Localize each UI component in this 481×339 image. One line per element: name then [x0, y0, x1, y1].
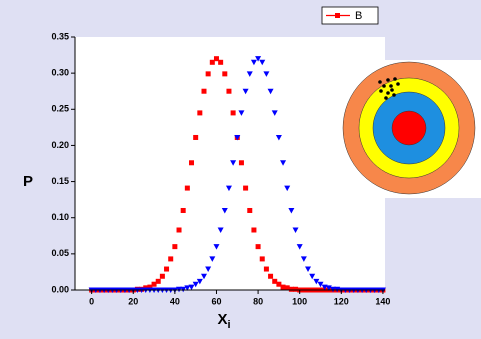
- legend-marker: [335, 13, 340, 18]
- point: [193, 134, 199, 140]
- ring-red: [391, 110, 427, 146]
- point: [151, 281, 157, 287]
- point: [255, 244, 261, 250]
- point: [192, 281, 199, 288]
- point: [321, 284, 328, 291]
- point: [284, 185, 291, 192]
- point: [259, 256, 265, 262]
- point: [222, 71, 228, 77]
- x-tick-label: 20: [128, 296, 138, 306]
- point: [275, 134, 282, 141]
- point: [259, 59, 266, 66]
- point: [288, 207, 295, 214]
- point: [164, 266, 170, 272]
- point: [234, 134, 241, 141]
- y-tick-label: 0.35: [51, 31, 69, 41]
- point: [230, 160, 237, 166]
- point: [155, 278, 161, 284]
- point: [325, 285, 332, 291]
- point: [197, 110, 203, 116]
- point: [293, 286, 299, 292]
- x-axis-title-sub: i: [227, 319, 230, 331]
- y-tick-label: 0.15: [51, 176, 69, 186]
- point: [180, 207, 186, 213]
- point: [246, 71, 253, 77]
- y-tick-label: 0.20: [51, 140, 69, 150]
- point: [263, 71, 270, 77]
- point: [184, 185, 190, 191]
- point: [147, 284, 153, 290]
- point: [251, 227, 257, 233]
- y-tick-label: 0.00: [51, 284, 69, 294]
- x-tick-label: 140: [375, 296, 390, 306]
- hit-dots: [378, 77, 400, 100]
- point: [184, 285, 191, 291]
- point: [225, 185, 232, 192]
- x-tick-label: 40: [170, 296, 180, 306]
- point: [209, 59, 215, 65]
- point: [280, 160, 287, 166]
- point: [176, 227, 182, 233]
- y-tick-label: 0.25: [51, 104, 69, 114]
- point: [188, 284, 195, 291]
- point: [209, 256, 216, 262]
- point: [159, 273, 165, 279]
- point: [238, 160, 244, 166]
- point: [230, 110, 236, 116]
- point: [267, 88, 274, 95]
- point: [196, 278, 203, 285]
- point: [213, 56, 219, 62]
- x-tick-label: 60: [211, 296, 221, 306]
- point: [292, 227, 299, 234]
- x-tick-label: 100: [292, 296, 307, 306]
- point: [272, 278, 278, 284]
- y-axis-title: P: [23, 173, 33, 190]
- target-image: [341, 60, 481, 198]
- point: [168, 256, 174, 262]
- point: [213, 244, 220, 250]
- point: [205, 266, 212, 273]
- point: [305, 266, 312, 273]
- point: [271, 110, 278, 116]
- legend: B: [321, 6, 379, 25]
- point: [255, 56, 262, 62]
- y-tick-label: 0.10: [51, 212, 69, 222]
- point: [263, 266, 269, 272]
- point: [268, 273, 274, 279]
- point: [280, 284, 286, 290]
- point: [221, 207, 228, 214]
- point: [317, 281, 324, 288]
- plot-area: [75, 37, 385, 290]
- point: [200, 273, 207, 280]
- point: [218, 59, 224, 65]
- x-axis-title: Xi: [217, 311, 230, 331]
- point: [205, 71, 211, 77]
- point: [276, 281, 282, 287]
- point: [250, 59, 257, 66]
- point: [309, 273, 316, 280]
- point: [172, 244, 178, 250]
- x-tick-label: 120: [334, 296, 349, 306]
- point: [243, 185, 249, 191]
- x-tick-label: 80: [253, 296, 263, 306]
- point: [189, 160, 195, 166]
- y-tick-label: 0.05: [51, 248, 69, 258]
- point: [201, 88, 207, 94]
- point: [288, 286, 294, 292]
- x-axis-title-main: X: [217, 311, 227, 328]
- point: [284, 285, 290, 291]
- point: [300, 256, 307, 262]
- point: [296, 244, 303, 250]
- point: [238, 110, 245, 116]
- legend-label: B: [355, 10, 362, 22]
- point: [247, 207, 253, 213]
- y-tick-label: 0.30: [51, 68, 69, 78]
- x-tick-label: 0: [89, 296, 94, 306]
- point: [242, 88, 249, 95]
- point: [226, 88, 232, 94]
- point: [217, 227, 224, 234]
- point: [313, 278, 320, 285]
